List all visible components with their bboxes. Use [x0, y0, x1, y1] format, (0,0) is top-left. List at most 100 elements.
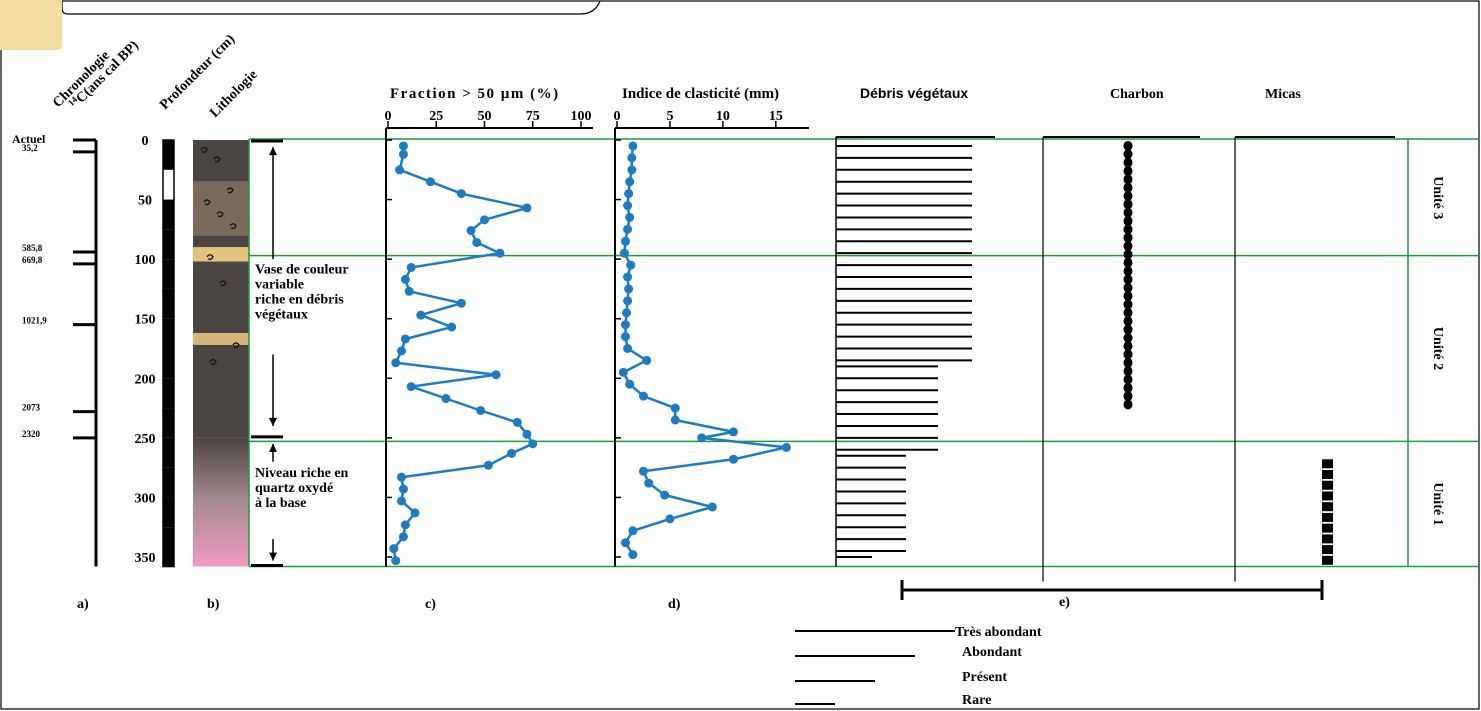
debris-plot	[835, 136, 995, 567]
depth-bar-segment	[163, 259, 174, 289]
chronology-label: 2073	[22, 403, 41, 413]
depth-tick-label: 150	[135, 313, 156, 328]
data-point	[410, 508, 420, 518]
debris-glyph	[219, 280, 227, 287]
depth-bar-segment	[163, 140, 174, 170]
micas-square	[1322, 491, 1333, 501]
micas-square	[1322, 502, 1333, 512]
legend-tres-abondant: Très abondant	[955, 625, 1042, 640]
depth-bar-segment	[163, 378, 174, 409]
charbon-dot	[1123, 324, 1133, 335]
micas-square	[1322, 480, 1333, 490]
data-point	[781, 442, 791, 452]
debris-glyph	[229, 223, 237, 230]
data-point	[707, 502, 717, 512]
clasticite-plot: 0 5 10 15	[614, 109, 809, 567]
chronology-label: 669,8	[22, 255, 43, 265]
data-point	[391, 358, 401, 368]
micas-square	[1322, 555, 1333, 565]
data-point	[628, 526, 638, 536]
depth-bar-segment	[163, 199, 174, 230]
data-point	[670, 415, 680, 425]
lithology-column	[193, 140, 249, 567]
data-point	[638, 391, 648, 401]
legend-abondant: Abondant	[962, 645, 1022, 660]
charbon-dot	[1123, 374, 1133, 385]
chronology-label: 35,2	[22, 143, 38, 153]
data-point	[397, 496, 407, 506]
depth-tick-label: 0	[142, 134, 149, 149]
data-point	[466, 226, 476, 236]
unit-label: Unité 1	[1430, 482, 1445, 525]
data-point	[627, 165, 637, 175]
micas-square	[1322, 470, 1333, 480]
note2-arrow-down-head	[269, 552, 277, 561]
data-point	[480, 215, 489, 225]
depth-axis: 0 50 100 150 200 250 300 350	[135, 134, 175, 568]
charbon-dot	[1123, 282, 1133, 293]
charbon-dot	[1123, 391, 1133, 402]
depth-bar-segment	[163, 557, 174, 567]
legend-rare: Rare	[962, 693, 991, 708]
data-point	[447, 322, 457, 332]
data-point	[623, 224, 633, 234]
debris-glyph	[203, 199, 211, 206]
data-point	[400, 520, 410, 530]
lithology-note-line: végétaux	[255, 307, 308, 322]
chronology-label: 1021,9	[22, 316, 47, 326]
debris-glyph	[209, 358, 217, 365]
depth-tick-label: 350	[135, 551, 156, 566]
unit-label: Unité 2	[1430, 327, 1445, 370]
unit-label: Unité 3	[1430, 176, 1445, 219]
charbon-dot	[1123, 241, 1133, 252]
debris-glyph	[232, 342, 240, 349]
charbon-dot	[1123, 224, 1133, 235]
data-point	[441, 394, 451, 404]
header-charbon: Charbon	[1110, 87, 1164, 102]
chronology-label: 2320	[22, 429, 41, 439]
data-point	[660, 490, 670, 500]
data-point	[425, 177, 435, 187]
charbon-dot	[1123, 357, 1133, 368]
legend-title: e)	[1059, 595, 1070, 610]
data-point	[644, 478, 654, 488]
litho-layer	[193, 140, 249, 182]
data-point	[397, 346, 407, 356]
data-point	[620, 332, 630, 342]
panel-label-b: b)	[207, 597, 220, 612]
data-point	[398, 532, 408, 542]
note1-arrow-down-head	[269, 417, 277, 426]
x-tick-label: 5	[666, 109, 673, 124]
header-debris: Débris végétaux	[860, 85, 968, 101]
depth-bar-segment	[163, 229, 174, 260]
data-point	[638, 466, 648, 476]
micas-square	[1322, 523, 1333, 533]
debris-glyph	[226, 187, 234, 194]
depth-tick-label: 300	[135, 491, 156, 506]
data-point	[476, 405, 486, 415]
data-point	[620, 236, 630, 246]
x-tick-label: 15	[769, 109, 783, 124]
panel-label-c: c)	[425, 597, 436, 612]
fraction-plot: 0 25 50 75 100	[385, 109, 593, 567]
header-micas: Micas	[1265, 87, 1301, 102]
x-tick-label: 50	[478, 109, 492, 124]
data-point	[389, 544, 399, 554]
data-point	[400, 334, 410, 344]
note2-arrow-up-head	[269, 443, 277, 452]
data-point	[623, 201, 633, 211]
charbon-dot	[1123, 157, 1133, 168]
data-point	[628, 141, 638, 151]
lithology-note-line: à la base	[255, 496, 306, 511]
data-point	[398, 484, 408, 494]
data-point	[406, 262, 416, 272]
x-tick-label: 10	[716, 109, 730, 124]
data-point	[627, 153, 637, 163]
data-point	[624, 189, 634, 199]
depth-bar-segment	[163, 318, 174, 349]
x-tick-label: 75	[526, 109, 540, 124]
chronology-label: Actuel	[12, 132, 46, 146]
unit-boundaries: Unité 3 Unité 2 Unité 1	[248, 138, 1478, 568]
